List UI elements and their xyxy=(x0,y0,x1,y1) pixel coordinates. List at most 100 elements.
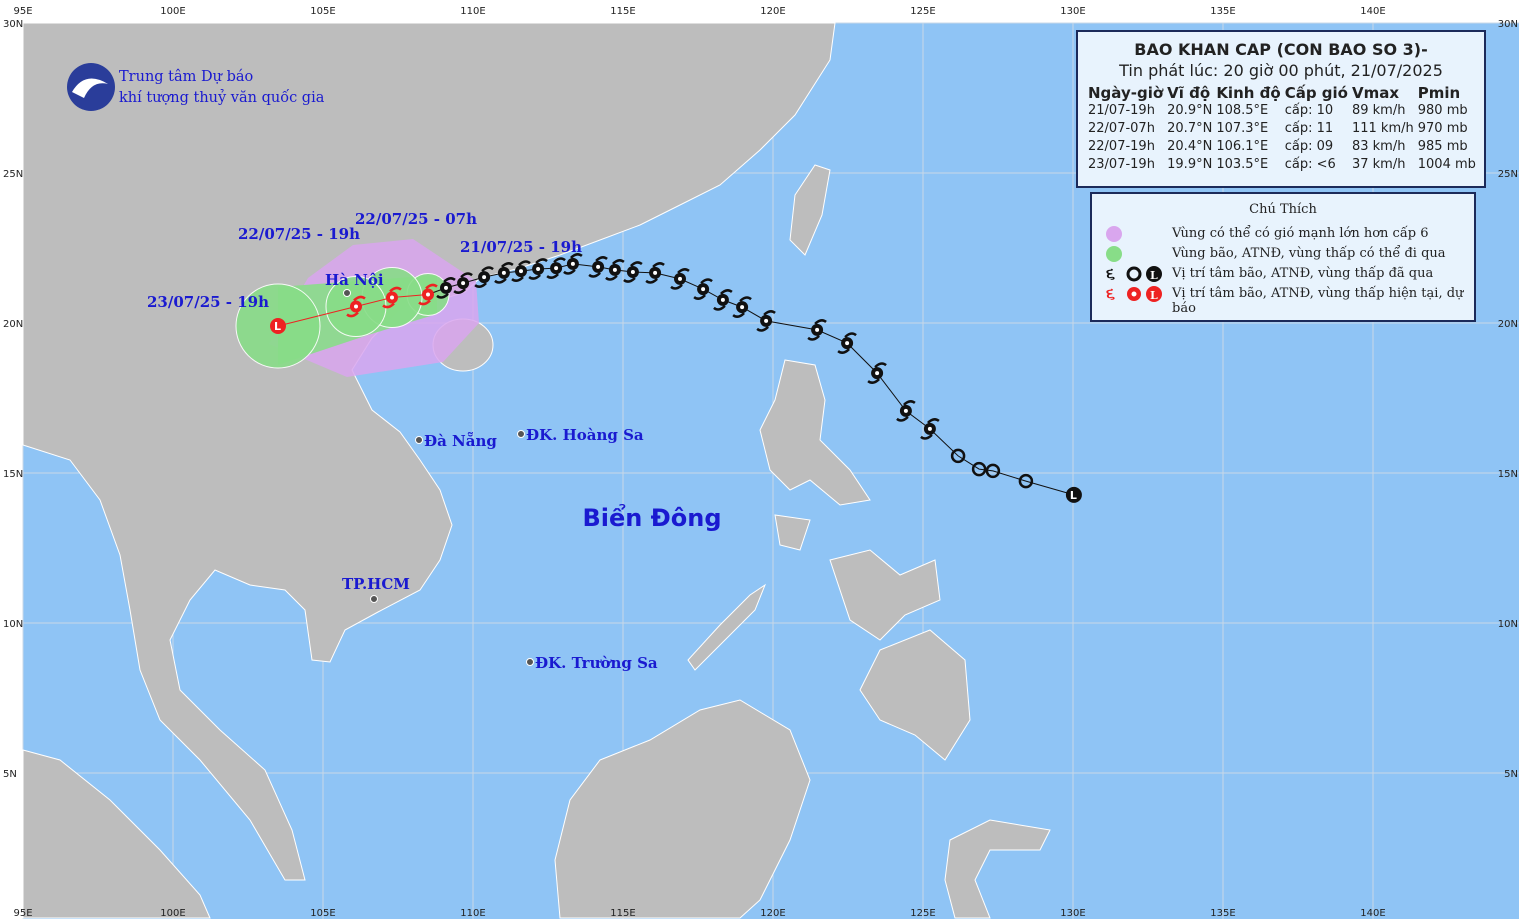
past-storm-arm xyxy=(494,277,507,284)
forecast-time-label: 21/07/25 - 19h xyxy=(460,238,582,256)
past-storm-eye xyxy=(927,426,932,431)
lon-tick-label: 140E xyxy=(1360,908,1385,919)
past-storm-eye xyxy=(903,408,908,413)
forecast-storm-eye xyxy=(426,292,430,297)
svg-text:L: L xyxy=(1150,289,1158,302)
mindanao xyxy=(859,629,971,761)
past-storm-eye xyxy=(554,266,559,271)
storm-zone-swatch xyxy=(1106,246,1122,262)
past-storm-arm xyxy=(563,268,576,275)
table-cell: 20.9°N xyxy=(1167,103,1213,118)
issued-time: Tin phát lúc: 20 giờ 00 phút, 21/07/2025 xyxy=(1119,61,1443,80)
place-label: Hà Nội xyxy=(325,271,384,289)
table-cell: 83 km/h xyxy=(1351,139,1406,154)
place-label: TP.HCM xyxy=(342,575,410,593)
land xyxy=(22,22,1051,919)
past-storm-arm xyxy=(605,274,618,281)
legend-title: Chú Thích xyxy=(1249,202,1317,217)
col-header: Pmin xyxy=(1417,84,1461,102)
table-row: 22/07-19h 20.4°N 106.1°E cấp: 09 83 km/h 985 … xyxy=(1088,138,1480,156)
legend-item: Vùng bão, ATNĐ, vùng thấp có thể đi qua xyxy=(1172,246,1446,261)
past-storm-eye xyxy=(519,269,523,274)
col-header: Kinh độ xyxy=(1216,84,1281,102)
lat-tick-label: 5N xyxy=(3,769,17,780)
agency-name: Trung tâm Dự báo khí tượng thuỷ văn quốc… xyxy=(119,67,324,109)
past-storm-arm xyxy=(867,378,880,384)
past-storm-arm xyxy=(553,257,566,264)
forecast-time-label: 22/07/25 - 19h xyxy=(238,225,360,243)
past-storm-arm xyxy=(874,362,887,369)
forecast-low-icon xyxy=(270,318,286,334)
table-cell: 20.7°N xyxy=(1167,121,1213,136)
past-storm-arm xyxy=(927,418,940,424)
col-header: Cấp gió xyxy=(1284,84,1348,102)
place-marker xyxy=(370,595,378,603)
lat-tick-label: 25N xyxy=(3,169,23,180)
past-storm-arm xyxy=(756,325,769,332)
past-storm-arm xyxy=(528,274,541,280)
sumatra xyxy=(22,749,211,919)
table-cell: 22/07-19h xyxy=(1088,139,1155,154)
past-storm-eye xyxy=(653,270,658,275)
axis-ticks: 95E 95E 100E 100E 105E 105E 110E 110E 115E 115E 12… xyxy=(3,6,1518,919)
table-cell: 970 mb xyxy=(1417,121,1468,136)
past-storm-arm xyxy=(453,288,466,294)
place-marker xyxy=(343,289,351,297)
lon-tick-label: 100E xyxy=(160,908,185,919)
legend-item: Vị trí tâm bão, ATNĐ, vùng thấp đã qua xyxy=(1172,266,1434,281)
table-cell: cấp: 10 xyxy=(1284,103,1334,118)
past-storm-eye xyxy=(501,270,506,275)
taiwan xyxy=(789,164,831,256)
past-storm-arm xyxy=(693,294,706,300)
past-storm-arm xyxy=(588,271,601,278)
past-storm-eye xyxy=(536,267,541,271)
svg-text:૬: ૬ xyxy=(1106,264,1115,283)
past-storm-arm xyxy=(518,260,531,267)
forecast-storm-arm xyxy=(353,295,366,302)
table-cell: 980 mb xyxy=(1417,103,1468,118)
col-header: Vmax xyxy=(1351,84,1400,102)
lon-tick-label: 95E xyxy=(13,6,32,17)
past-depression-icon xyxy=(950,448,966,464)
forecast-storm-arm xyxy=(425,283,438,290)
sulawesi xyxy=(944,819,1051,919)
past-storm-eye xyxy=(461,281,466,286)
past-storm-arm xyxy=(612,259,625,265)
table-cell: 37 km/h xyxy=(1351,157,1406,172)
table-cell: 106.1°E xyxy=(1216,139,1269,154)
forecast-table: Ngày-giờ Vĩ độ Kinh độ Cấp gió Vmax Pmin… xyxy=(1088,84,1480,174)
forecast-storm-eye xyxy=(390,295,394,300)
lon-tick-label: 120E xyxy=(760,6,785,17)
past-storm-arm xyxy=(670,283,683,290)
past-storm-eye xyxy=(596,264,601,269)
forecast-storm-arm xyxy=(382,302,395,309)
place-marker xyxy=(517,430,525,438)
past-storm-arm xyxy=(896,415,909,422)
lon-tick-label: 120E xyxy=(760,908,785,919)
table-cell: 1004 mb xyxy=(1417,157,1476,172)
past-storm-arm xyxy=(623,277,636,283)
past-low-letter: L xyxy=(1070,489,1077,502)
past-storm-eye xyxy=(612,267,617,272)
past-storm-arm xyxy=(645,277,658,284)
lon-tick-label: 115E xyxy=(610,908,635,919)
forecast-time-label: 22/07/25 - 07h xyxy=(355,210,477,228)
past-storm-arm xyxy=(630,261,643,267)
table-cell: 20.4°N xyxy=(1167,139,1213,154)
legend-item: Vùng có thể có gió mạnh lớn hơn cấp 6 xyxy=(1172,226,1429,241)
borneo xyxy=(554,699,811,919)
past-storm-arm xyxy=(570,253,583,259)
lat-tick-label: 30N xyxy=(1498,19,1518,30)
past-storm-arm xyxy=(920,433,933,440)
past-storm-arm xyxy=(837,348,850,354)
agency-name-line1: Trung tâm Dự báo xyxy=(119,69,254,85)
place-label: ĐK. Hoàng Sa xyxy=(526,426,644,444)
past-storm-eye xyxy=(740,305,745,310)
lat-tick-label: 5N xyxy=(1504,769,1518,780)
past-storm-arm xyxy=(814,319,827,325)
past-storm-arm xyxy=(443,277,456,283)
col-header: Vĩ độ xyxy=(1167,84,1211,102)
past-depression-icon xyxy=(971,461,987,477)
